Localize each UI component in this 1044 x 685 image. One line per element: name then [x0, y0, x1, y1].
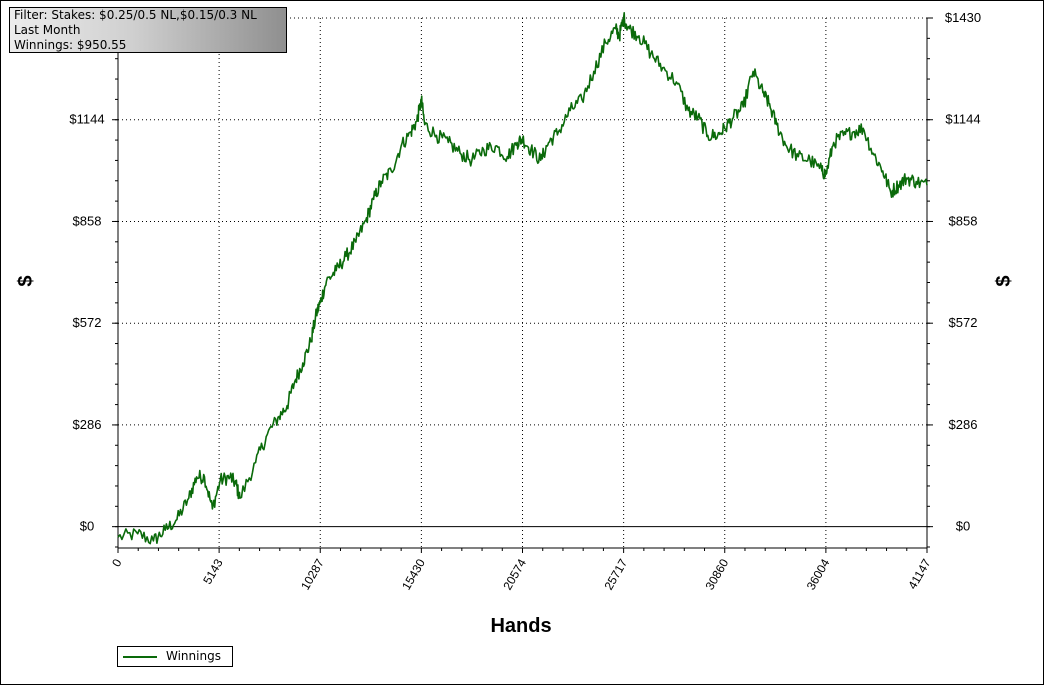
y-tick-label-left: $0 — [80, 519, 94, 534]
y-tick-label-right: $286 — [949, 417, 978, 432]
legend-series-label: Winnings — [166, 649, 221, 663]
filter-winnings-text: Winnings: $950.55 — [14, 38, 127, 52]
x-tick-label: 25717 — [601, 556, 630, 592]
filter-stakes-text: Filter: Stakes: $0.25/0.5 NL,$0.15/0.3 N… — [14, 8, 257, 22]
y-tick-label-right: $572 — [949, 315, 978, 330]
y-tick-label-right: $1144 — [945, 112, 980, 127]
x-tick-label: 30860 — [703, 556, 732, 592]
winnings-series-line — [117, 12, 928, 545]
x-tick-label: 36004 — [804, 556, 833, 592]
x-tick-label: 10287 — [298, 556, 327, 592]
x-tick-label: 0 — [109, 556, 125, 569]
x-axis-label: Hands — [490, 615, 551, 637]
legend: Winnings — [117, 646, 233, 667]
x-tick-label: 41147 — [905, 556, 934, 591]
grid — [117, 17, 928, 548]
y-tick-label-left: $572 — [73, 315, 102, 330]
axes: 0 5143 10287 15430 20574 25717 30860 36004 41147… — [69, 10, 981, 592]
y-axis-label-left: $ — [15, 275, 37, 286]
x-tick-label: 5143 — [200, 556, 226, 586]
legend-series-swatch — [123, 656, 157, 658]
y-tick-label-right: $858 — [949, 213, 978, 228]
y-tick-label-left: $286 — [73, 417, 102, 432]
y-tick-label-left: $1144 — [69, 112, 104, 127]
x-tick-label: 15430 — [399, 556, 428, 592]
y-tick-label-left: $858 — [73, 213, 102, 228]
y-axis-label-right: $ — [993, 275, 1015, 286]
series-layer — [117, 12, 928, 545]
filter-period-text: Last Month — [14, 23, 81, 37]
y-tick-label-right: $0 — [956, 519, 970, 534]
filter-info-box: Filter: Stakes: $0.25/0.5 NL,$0.15/0.3 N… — [9, 7, 287, 53]
x-tick-label: 20574 — [500, 556, 529, 592]
y-tick-label-right: $1430 — [945, 10, 981, 25]
